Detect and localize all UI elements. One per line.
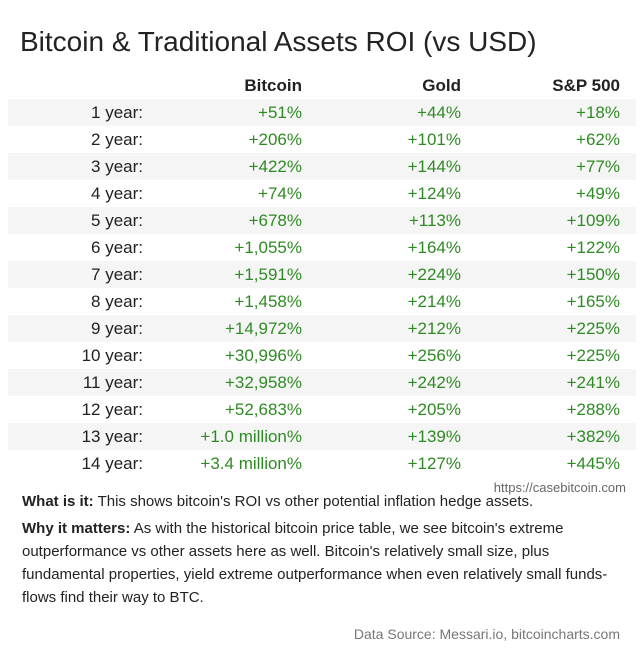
table-row: 1 year: +51% +44% +18% (8, 99, 636, 126)
bitcoin-roi-cell: +422% (248, 157, 302, 176)
sp500-roi-cell: +49% (576, 184, 620, 203)
sp500-roi-cell: +62% (576, 130, 620, 149)
what-is-it-text: This shows bitcoin's ROI vs other potent… (93, 493, 534, 510)
table-row: 6 year: +1,055% +164% +122% (8, 234, 636, 261)
bitcoin-roi-cell: +678% (248, 211, 302, 230)
sp500-roi-cell: +77% (576, 157, 620, 176)
column-header-bitcoin: Bitcoin (244, 76, 302, 95)
table-row: 7 year: +1,591% +224% +150% (8, 261, 636, 288)
bitcoin-roi-cell: +52,683% (224, 400, 302, 419)
row-label: 9 year: (91, 319, 143, 338)
bitcoin-roi-cell: +1.0 million% (200, 427, 302, 446)
sp500-roi-cell: +165% (566, 292, 620, 311)
page-title: Bitcoin & Traditional Assets ROI (vs USD… (20, 26, 537, 57)
table-row: 4 year: +74% +124% +49% (8, 180, 636, 207)
bitcoin-roi-cell: +206% (248, 130, 302, 149)
gold-roi-cell: +144% (407, 157, 461, 176)
gold-roi-cell: +124% (407, 184, 461, 203)
row-label: 7 year: (91, 265, 143, 284)
row-label: 4 year: (91, 184, 143, 203)
why-it-matters-text: As with the historical bitcoin price tab… (22, 520, 608, 606)
bitcoin-roi-cell: +32,958% (224, 373, 302, 392)
gold-roi-cell: +101% (407, 130, 461, 149)
sp500-roi-cell: +288% (566, 400, 620, 419)
gold-roi-cell: +212% (407, 319, 461, 338)
roi-table: Bitcoin Gold S&P 500 1 year: +51% +44% +18%… (8, 72, 636, 477)
gold-roi-cell: +214% (407, 292, 461, 311)
column-header-gold: Gold (422, 76, 461, 95)
sp500-roi-cell: +18% (576, 103, 620, 122)
bitcoin-roi-cell: +3.4 million% (200, 454, 302, 473)
row-label: 12 year: (81, 400, 143, 419)
bitcoin-roi-cell: +1,591% (234, 265, 302, 284)
gold-roi-cell: +242% (407, 373, 461, 392)
gold-roi-cell: +164% (407, 238, 461, 257)
sp500-roi-cell: +150% (566, 265, 620, 284)
sp500-roi-cell: +225% (566, 346, 620, 365)
sp500-roi-cell: +445% (566, 454, 620, 473)
table-row: 11 year: +32,958% +242% +241% (8, 369, 636, 396)
bitcoin-roi-cell: +51% (258, 103, 302, 122)
sp500-roi-cell: +241% (566, 373, 620, 392)
row-label: 1 year: (91, 103, 143, 122)
gold-roi-cell: +127% (407, 454, 461, 473)
data-source: Data Source: Messari.io, bitcoincharts.c… (353, 626, 620, 642)
what-is-it-label: What is it: (22, 493, 94, 510)
bitcoin-roi-cell: +30,996% (224, 346, 302, 365)
table-row: 5 year: +678% +113% +109% (8, 207, 636, 234)
row-label: 2 year: (91, 130, 143, 149)
notes-section: What is it: This shows bitcoin's ROI vs … (22, 490, 626, 613)
bitcoin-roi-cell: +14,972% (224, 319, 302, 338)
table-body: 1 year: +51% +44% +18% 2 year: +206% +101% +62%… (8, 99, 636, 477)
table-row: 2 year: +206% +101% +62% (8, 126, 636, 153)
what-is-it-paragraph: What is it: This shows bitcoin's ROI vs … (22, 490, 626, 513)
row-label: 14 year: (81, 454, 143, 473)
why-it-matters-label: Why it matters: (22, 520, 131, 537)
bitcoin-roi-cell: +74% (258, 184, 302, 203)
sp500-roi-cell: +122% (566, 238, 620, 257)
sp500-roi-cell: +382% (566, 427, 620, 446)
gold-roi-cell: +113% (408, 211, 461, 230)
row-label: 6 year: (91, 238, 143, 257)
gold-roi-cell: +256% (407, 346, 461, 365)
row-label: 3 year: (91, 157, 143, 176)
table-row: 12 year: +52,683% +205% +288% (8, 396, 636, 423)
why-it-matters-paragraph: Why it matters: As with the historical b… (22, 517, 626, 609)
gold-roi-cell: +205% (407, 400, 461, 419)
row-label: 13 year: (81, 427, 143, 446)
watermark: https://casebitcoin.com (493, 480, 626, 495)
bitcoin-roi-cell: +1,458% (234, 292, 302, 311)
sp500-roi-cell: +109% (566, 211, 620, 230)
table-row: 8 year: +1,458% +214% +165% (8, 288, 636, 315)
table-row: 14 year: +3.4 million% +127% +445% (8, 450, 636, 477)
gold-roi-cell: +139% (407, 427, 461, 446)
table-row: 9 year: +14,972% +212% +225% (8, 315, 636, 342)
gold-roi-cell: +44% (417, 103, 461, 122)
row-label: 8 year: (91, 292, 143, 311)
row-label: 5 year: (91, 211, 143, 230)
gold-roi-cell: +224% (407, 265, 461, 284)
bitcoin-roi-cell: +1,055% (234, 238, 302, 257)
sp500-roi-cell: +225% (566, 319, 620, 338)
table-row: 13 year: +1.0 million% +139% +382% (8, 423, 636, 450)
table-row: 10 year: +30,996% +256% +225% (8, 342, 636, 369)
table-row: 3 year: +422% +144% +77% (8, 153, 636, 180)
table-header: Bitcoin Gold S&P 500 (8, 72, 636, 99)
row-label: 10 year: (81, 346, 143, 365)
row-label: 11 year: (82, 373, 143, 392)
column-header-sp500: S&P 500 (552, 76, 620, 95)
